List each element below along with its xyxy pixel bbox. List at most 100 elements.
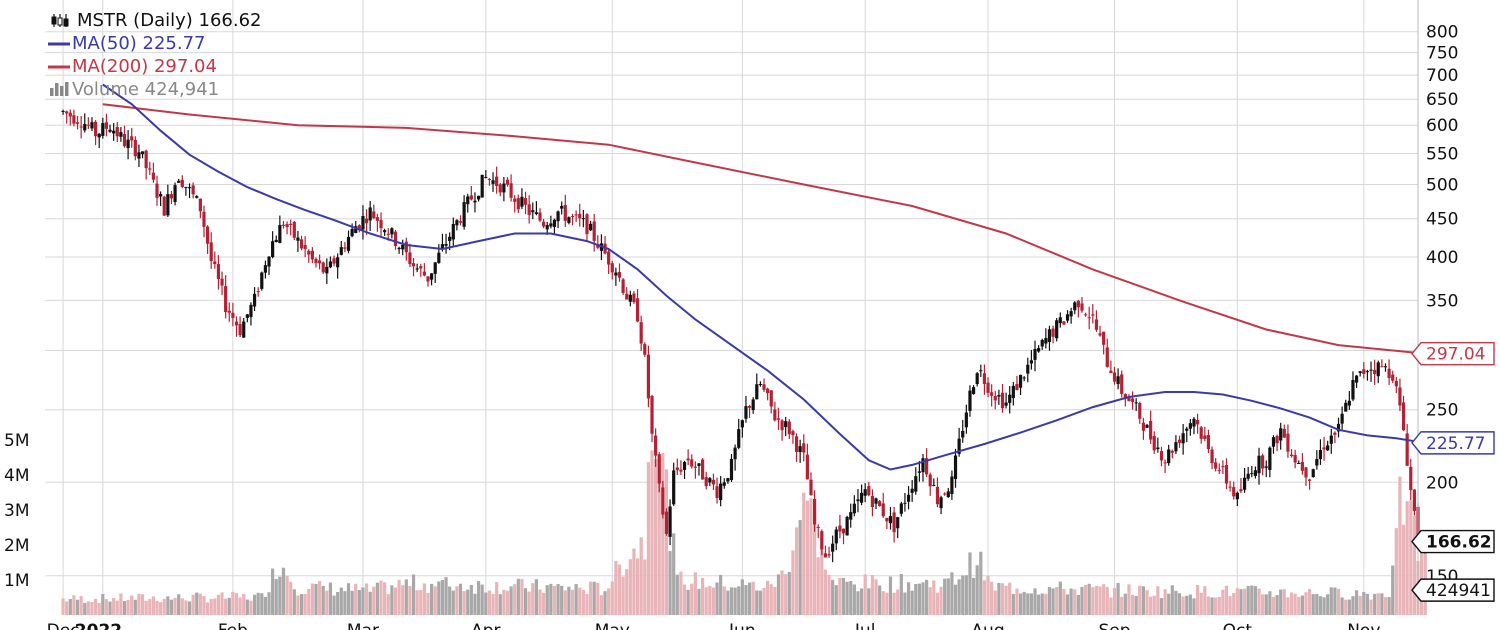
ma200-line (102, 103, 1426, 355)
candle (1145, 423, 1149, 429)
volume-bar (231, 591, 235, 615)
volume-bar (426, 592, 430, 615)
volume-bar (733, 587, 737, 615)
volume-bar (971, 577, 976, 615)
volume-bar (878, 585, 882, 615)
candle (643, 342, 647, 357)
candle-body (1037, 348, 1041, 352)
volume-bar (328, 582, 333, 615)
volume-bar (148, 599, 152, 615)
candle (184, 186, 188, 196)
candle (859, 484, 864, 506)
candle-body (256, 291, 260, 293)
month-label: Aug (971, 621, 1004, 630)
candle-body (466, 196, 470, 205)
candle-body (224, 286, 228, 313)
price-tick-label: 450 (1426, 210, 1458, 230)
candle-body (1112, 372, 1117, 382)
price-tick-label: 750 (1426, 44, 1458, 64)
volume-bar (982, 580, 987, 615)
candle (1091, 304, 1095, 324)
candle (1058, 312, 1062, 328)
candle-body (509, 183, 513, 198)
volume-bar (83, 602, 87, 615)
volume-bar (881, 591, 885, 615)
candle (852, 495, 856, 517)
volume-bar (336, 591, 340, 615)
volume-bar (1250, 585, 1254, 615)
volume-bar (383, 582, 387, 615)
candle-body (191, 185, 195, 195)
volume-bar (729, 587, 734, 615)
volume-bar (187, 601, 192, 615)
volume-bar (542, 592, 546, 615)
volume-bar (1130, 594, 1135, 615)
candle (444, 233, 448, 254)
volume-bar (1391, 565, 1395, 615)
candle-body (1188, 423, 1192, 429)
month-label: Dec (47, 621, 80, 630)
candle (1040, 338, 1044, 350)
candle (592, 214, 596, 252)
volume-bar (346, 583, 351, 615)
candle-body (1242, 477, 1247, 490)
volume-bar (296, 595, 300, 615)
month-label: Oct (1223, 621, 1253, 630)
candle-body (740, 420, 744, 428)
legend-label-price: MSTR (Daily) 166.62 (77, 10, 261, 31)
volume-bar (1217, 597, 1221, 615)
candle (93, 120, 98, 146)
volume-bar (961, 575, 965, 615)
candle (1304, 466, 1308, 486)
candle-body (1073, 302, 1077, 311)
candle-body (487, 178, 492, 181)
candle (516, 194, 520, 213)
volume-bar (361, 587, 365, 615)
candle-body (852, 503, 856, 514)
volume-bar (1022, 591, 1026, 615)
volume-bar (198, 593, 202, 615)
volume-bar (1297, 596, 1301, 615)
candle (560, 201, 564, 215)
volume-bar (679, 571, 683, 615)
candle-body (1322, 447, 1326, 450)
candle-body (426, 276, 430, 282)
volume-bar (491, 593, 495, 615)
candle (271, 231, 275, 259)
candle-body (104, 122, 109, 129)
candle (1174, 435, 1178, 455)
candle (1109, 360, 1113, 374)
candle-body (755, 384, 759, 400)
candle-body (245, 314, 249, 318)
candle-body (1376, 362, 1380, 377)
candle-body (1300, 461, 1304, 471)
volume-bar (1123, 593, 1127, 615)
volume-tick-label: 1M (4, 571, 29, 591)
candle-body (133, 139, 137, 157)
candle-body (296, 237, 300, 241)
volume-bar (628, 559, 632, 615)
volume-bar (943, 578, 947, 615)
candle (910, 480, 914, 502)
candle-body (896, 517, 900, 529)
volume-bar (299, 594, 304, 615)
candle-body (495, 176, 499, 187)
candle-body (1391, 374, 1395, 381)
candle (430, 273, 434, 286)
volume-bar (1261, 594, 1265, 615)
candle (834, 526, 838, 551)
month-label: Apr (471, 621, 500, 630)
candle-body (390, 228, 394, 235)
candle (932, 478, 936, 487)
volume-bar (505, 590, 510, 615)
volume-bar (509, 586, 513, 615)
volume-bar (75, 599, 80, 615)
volume-bar (1398, 476, 1402, 615)
candle (729, 454, 734, 482)
volume-bar (137, 593, 141, 615)
candle-body (1040, 340, 1044, 347)
volume-bar (1409, 500, 1413, 615)
candle (1311, 468, 1315, 478)
candle (635, 289, 640, 323)
candle-body (1289, 454, 1294, 457)
